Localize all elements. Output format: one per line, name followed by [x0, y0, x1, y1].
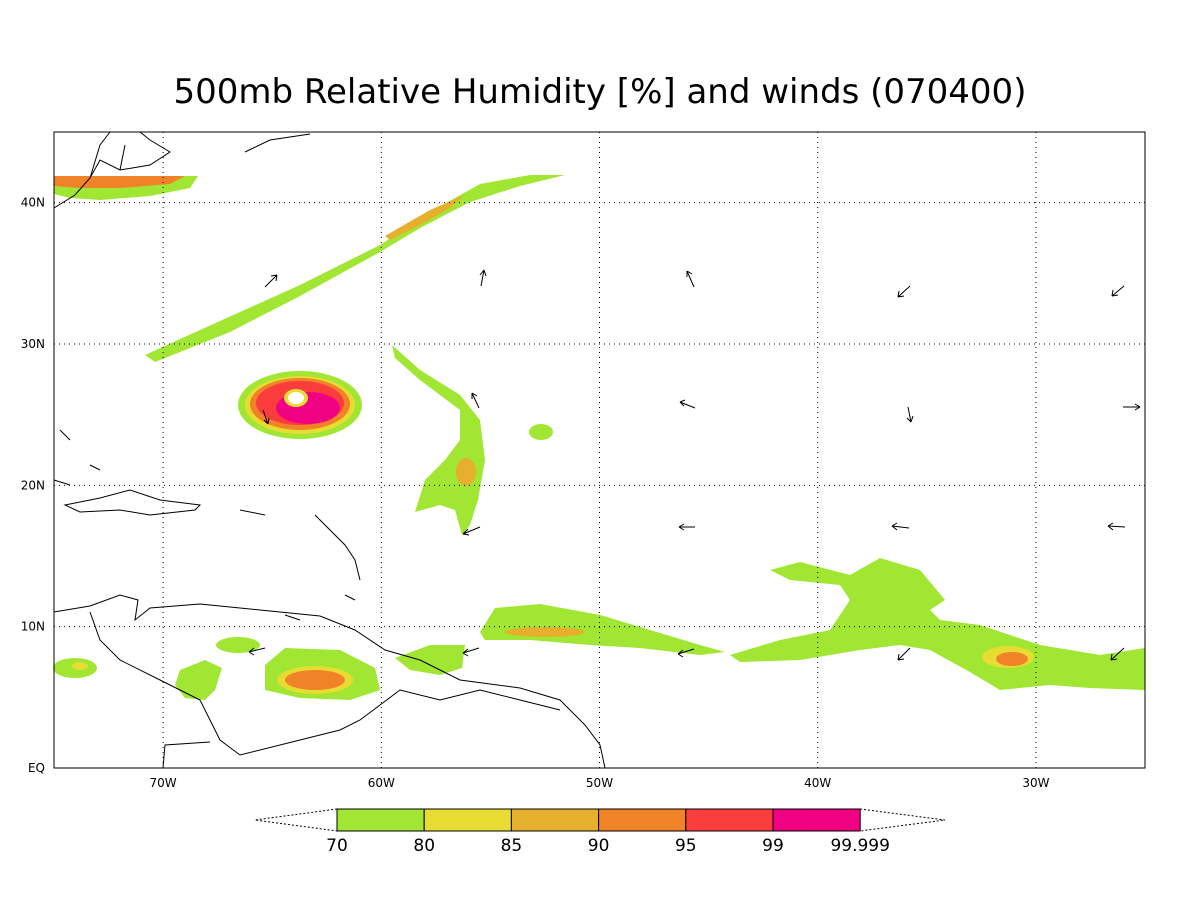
- colorbar-label: 99.999: [830, 836, 889, 856]
- y-tick-label: 40N: [21, 196, 45, 210]
- colorbar: 70 80 85 90 95 99 99.999: [254, 808, 946, 856]
- colorbar-box: [772, 808, 861, 832]
- colorbar-box: [510, 808, 600, 832]
- x-tick-label: 70W: [150, 776, 177, 790]
- humidity-shading: [53, 175, 1145, 700]
- colorbar-label: 85: [501, 836, 523, 856]
- x-tick-label: 40W: [804, 776, 831, 790]
- colorbar-label: 95: [675, 836, 697, 856]
- colorbar-box: [598, 808, 687, 832]
- wind-arrows: [248, 269, 1141, 661]
- plot-frame: [53, 131, 1146, 769]
- colorbar-box: [423, 808, 512, 832]
- colorbar-label: 90: [588, 836, 610, 856]
- colorbar-box: [336, 808, 425, 832]
- x-tick-label: 50W: [586, 776, 613, 790]
- colorbar-label: 99: [762, 836, 784, 856]
- title: 500mb Relative Humidity [%] and winds (0…: [174, 72, 1027, 112]
- y-tick-label: 30N: [21, 337, 45, 351]
- x-tick-label: 30W: [1022, 776, 1049, 790]
- y-tick-label: 10N: [21, 620, 45, 634]
- coastlines: [53, 131, 606, 769]
- colorbar-label: 80: [413, 836, 435, 856]
- colorbar-label: 70: [326, 836, 348, 856]
- y-tick-label: EQ: [28, 761, 45, 775]
- x-tick-label: 60W: [368, 776, 395, 790]
- colorbar-box: [685, 808, 774, 832]
- y-tick-label: 20N: [21, 478, 45, 492]
